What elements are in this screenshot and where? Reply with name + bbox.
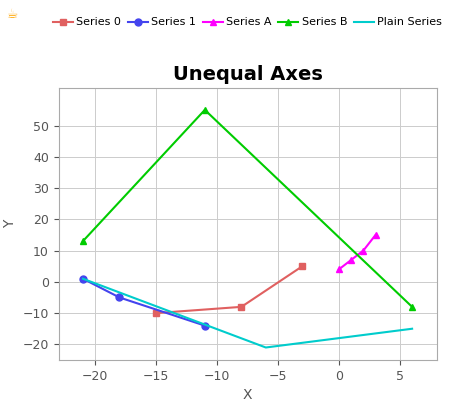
Plain Series [410, 326, 415, 331]
Plain Series [80, 276, 86, 281]
Series 0 [300, 264, 305, 269]
X-axis label: X: X [243, 388, 252, 400]
Line: Series A: Series A [336, 232, 379, 273]
Series 0 [153, 311, 159, 316]
Line: Series B: Series B [79, 106, 416, 310]
Plain Series [263, 345, 269, 350]
Series B [410, 304, 415, 309]
Line: Plain Series: Plain Series [83, 279, 412, 348]
Series B [80, 239, 86, 244]
Series A [348, 258, 354, 262]
Title: Unequal Axes: Unequal Axes [172, 65, 323, 84]
Series 1 [80, 276, 86, 281]
Series B [202, 108, 207, 112]
Series 1 [117, 295, 122, 300]
Line: Series 1: Series 1 [79, 275, 208, 329]
Series 1 [202, 323, 207, 328]
Text: Unequal Axes: Unequal Axes [36, 8, 132, 22]
Text: ☕: ☕ [5, 8, 17, 22]
Y-axis label: Y: Y [3, 220, 17, 228]
Series A [336, 267, 342, 272]
Series A [373, 232, 378, 237]
Series 0 [238, 304, 244, 309]
Series A [360, 248, 366, 253]
Line: Series 0: Series 0 [153, 263, 306, 316]
Legend: Series 0, Series 1, Series A, Series B, Plain Series: Series 0, Series 1, Series A, Series B, … [53, 17, 442, 27]
Text: —  □  ✕: — □ ✕ [414, 10, 450, 20]
